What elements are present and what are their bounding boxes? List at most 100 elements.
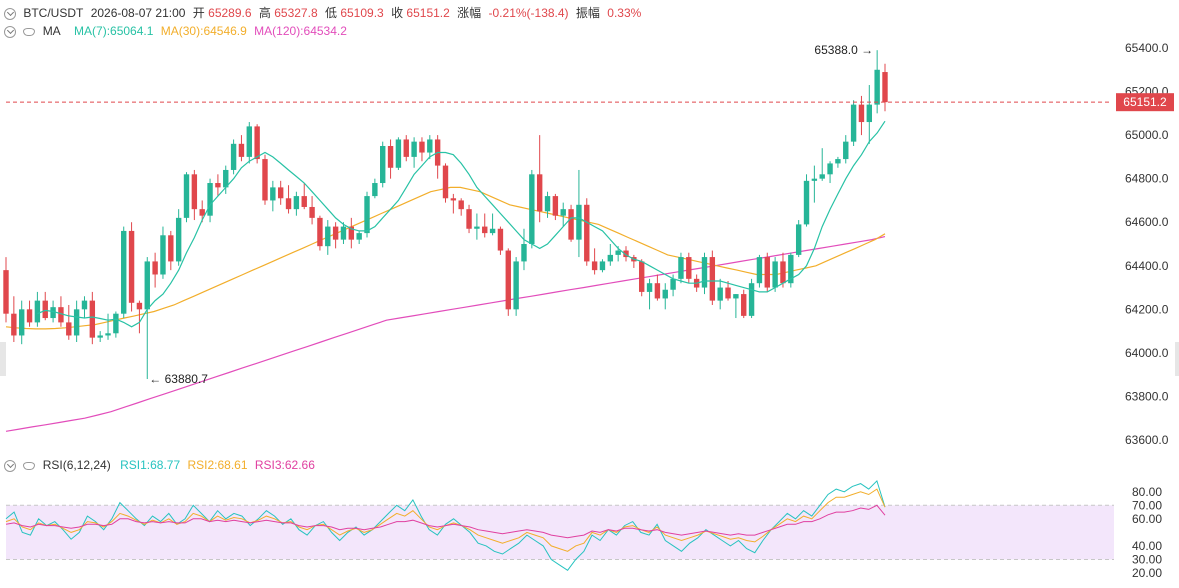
candle-body — [175, 217, 182, 262]
rsi-visibility-eye-icon[interactable] — [23, 461, 36, 470]
left-scroll-handle[interactable] — [0, 342, 6, 376]
candle — [403, 135, 409, 162]
candle-body — [301, 196, 307, 207]
candle-body — [332, 226, 339, 240]
candle-body — [317, 217, 323, 247]
candle — [144, 257, 150, 380]
candle-body — [230, 143, 237, 170]
change-value: -0.21%(-138.4) — [488, 6, 569, 20]
candle — [348, 217, 355, 249]
candle-body — [576, 204, 582, 240]
candle — [458, 198, 464, 216]
candle — [489, 213, 496, 236]
ma-visibility-eye-icon[interactable] — [23, 27, 36, 36]
candle-body — [843, 141, 849, 160]
rsi-legend: RSI(6,12,24) RSI1:68.77 RSI2:68.61 RSI3:… — [0, 457, 319, 473]
candle — [58, 296, 64, 327]
candle — [66, 304, 72, 340]
candle — [835, 156, 841, 168]
candle — [3, 257, 9, 323]
collapse-chevron-icon[interactable] — [4, 7, 16, 20]
candle — [121, 226, 127, 319]
candle-body — [128, 230, 135, 303]
candle-body — [411, 141, 417, 157]
candle — [411, 137, 417, 168]
rsi-tick-label: 80.00 — [1132, 485, 1162, 499]
candle — [544, 191, 551, 218]
candle — [277, 180, 284, 205]
candle — [246, 122, 252, 164]
candle — [725, 281, 731, 301]
rsi-collapse-chevron-icon[interactable] — [4, 459, 16, 472]
candle — [709, 250, 716, 305]
candle-body — [850, 104, 857, 142]
candle — [803, 174, 810, 227]
candle-body — [73, 309, 80, 336]
amp-value: 0.33% — [607, 6, 642, 20]
right-scroll-handle[interactable] — [1175, 342, 1179, 376]
candle-body — [427, 139, 433, 153]
candle — [387, 139, 394, 179]
ohlc-header: BTC/USDT 2026-08-07 21:00 开 65289.6 高 65… — [0, 5, 645, 21]
price-tick-label: 64400.0 — [1125, 259, 1169, 273]
candle-body — [482, 226, 488, 234]
candle — [866, 85, 873, 144]
rsi-tick-label: 70.00 — [1132, 498, 1162, 512]
open-label: 开 — [192, 6, 205, 20]
ma-collapse-chevron-icon[interactable] — [4, 25, 16, 38]
candle — [427, 135, 433, 160]
candle — [497, 226, 504, 255]
candle — [356, 230, 362, 244]
price-tick-label: 64800.0 — [1125, 172, 1169, 186]
rsi-series-3 — [5, 504, 886, 539]
candle-body — [882, 72, 888, 103]
candle — [529, 169, 535, 249]
candle — [741, 289, 747, 319]
candle-body — [340, 226, 347, 240]
candle-body — [701, 257, 708, 288]
candle — [662, 283, 668, 310]
candle — [199, 200, 205, 223]
close-label: 收 — [391, 6, 404, 20]
candle-body — [670, 278, 676, 290]
candle — [442, 163, 449, 203]
rsi-series-1 — [5, 479, 886, 571]
candle — [136, 300, 143, 334]
candle-body — [552, 196, 559, 216]
candle-body — [121, 230, 127, 314]
candle-body — [136, 302, 143, 310]
candle-body — [513, 261, 519, 310]
symbol-label: BTC/USDT — [23, 6, 84, 20]
candle — [788, 252, 794, 288]
candle-body — [874, 69, 880, 105]
candle — [599, 259, 606, 273]
candle — [850, 100, 857, 146]
candle — [654, 274, 661, 301]
rsi-lines — [5, 479, 886, 571]
candle — [717, 278, 723, 310]
candlestick-series — [3, 50, 888, 380]
candle-body — [764, 257, 770, 288]
high-label: 高 — [258, 6, 271, 20]
candle-body — [866, 104, 873, 123]
ma120-path — [5, 236, 886, 432]
last-price-tag-text: 65151.2 — [1123, 95, 1167, 109]
candle-body — [599, 261, 606, 271]
candle-body — [795, 224, 802, 255]
low-label: 低 — [324, 6, 337, 20]
change-label: 涨幅 — [457, 6, 482, 20]
candle-body — [207, 183, 213, 216]
candle-body — [81, 300, 88, 310]
candle-body — [105, 333, 111, 336]
candle-body — [215, 183, 221, 188]
candle-body — [364, 196, 370, 234]
candle — [97, 331, 103, 342]
candle-body — [827, 163, 833, 175]
candle — [631, 254, 637, 268]
candle — [230, 139, 237, 175]
ma7-path — [37, 120, 886, 328]
ma7-legend: MA(7):65064.1 — [74, 24, 154, 38]
candle-body — [458, 200, 464, 210]
